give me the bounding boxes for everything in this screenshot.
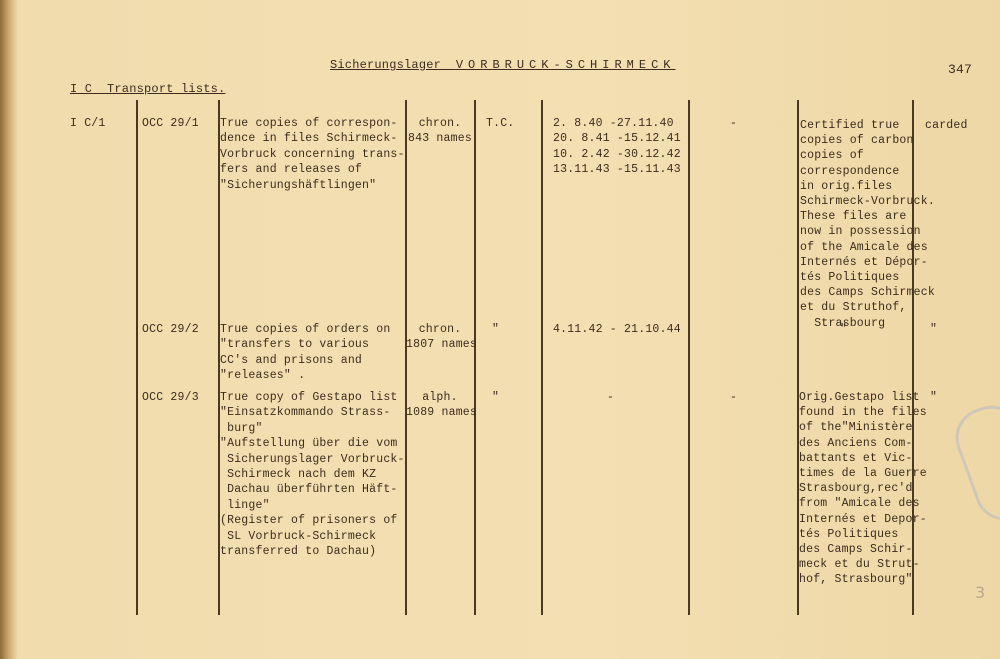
section-heading: I C Transport lists. <box>70 82 226 96</box>
paper-clip <box>947 397 1000 529</box>
column-divider <box>405 100 407 615</box>
arrangement-cell: alph. 1089 names <box>406 391 478 420</box>
title-name: VORBRUCK-SCHIRMECK <box>455 58 676 72</box>
remarks-cell: Certified true copies of carbon copies o… <box>800 119 935 330</box>
arrangement-cell: chron. 1807 names <box>406 323 478 352</box>
column-divider <box>136 100 138 615</box>
title-prefix: Sicherungslager <box>330 58 442 72</box>
type-cell: " <box>492 323 500 336</box>
column-divider <box>912 100 914 615</box>
dates-cell: - <box>607 391 615 404</box>
arrangement-cell: chron. 843 names <box>408 117 472 146</box>
type-cell: T.C. <box>486 117 515 130</box>
occ-cell: OCC 29/3 <box>142 391 199 404</box>
col7-cell: - <box>730 391 738 404</box>
column-divider <box>218 100 220 615</box>
pencil-margin-note: 3 <box>975 583 986 602</box>
dates-cell: 2. 8.40 -27.11.40 20. 8.41 -15.12.41 10.… <box>553 117 681 177</box>
ref-cell: I C/1 <box>70 117 106 130</box>
column-divider <box>688 100 690 615</box>
status-cell: " <box>930 323 938 336</box>
status-cell: " <box>930 391 938 404</box>
occ-cell: OCC 29/1 <box>142 117 199 130</box>
remarks-cell: Orig.Gestapo list found in the files of … <box>799 391 927 587</box>
remarks-cell: " <box>840 323 848 336</box>
occ-cell: OCC 29/2 <box>142 323 199 336</box>
column-divider <box>474 100 476 615</box>
page-title: Sicherungslager VORBRUCK-SCHIRMECK <box>330 58 675 73</box>
dates-cell: 4.11.42 - 21.10.44 <box>553 323 681 336</box>
description-cell: True copies of correspon- dence in files… <box>220 117 405 192</box>
description-cell: True copies of orders on "transfers to v… <box>220 323 391 383</box>
col7-cell: - <box>730 117 738 130</box>
column-divider <box>541 100 543 615</box>
type-cell: " <box>492 391 500 404</box>
column-divider <box>797 100 799 615</box>
page-number: 347 <box>948 62 973 77</box>
description-cell: True copy of Gestapo list "Einsatzkomman… <box>220 391 405 559</box>
status-cell: carded <box>925 119 968 132</box>
